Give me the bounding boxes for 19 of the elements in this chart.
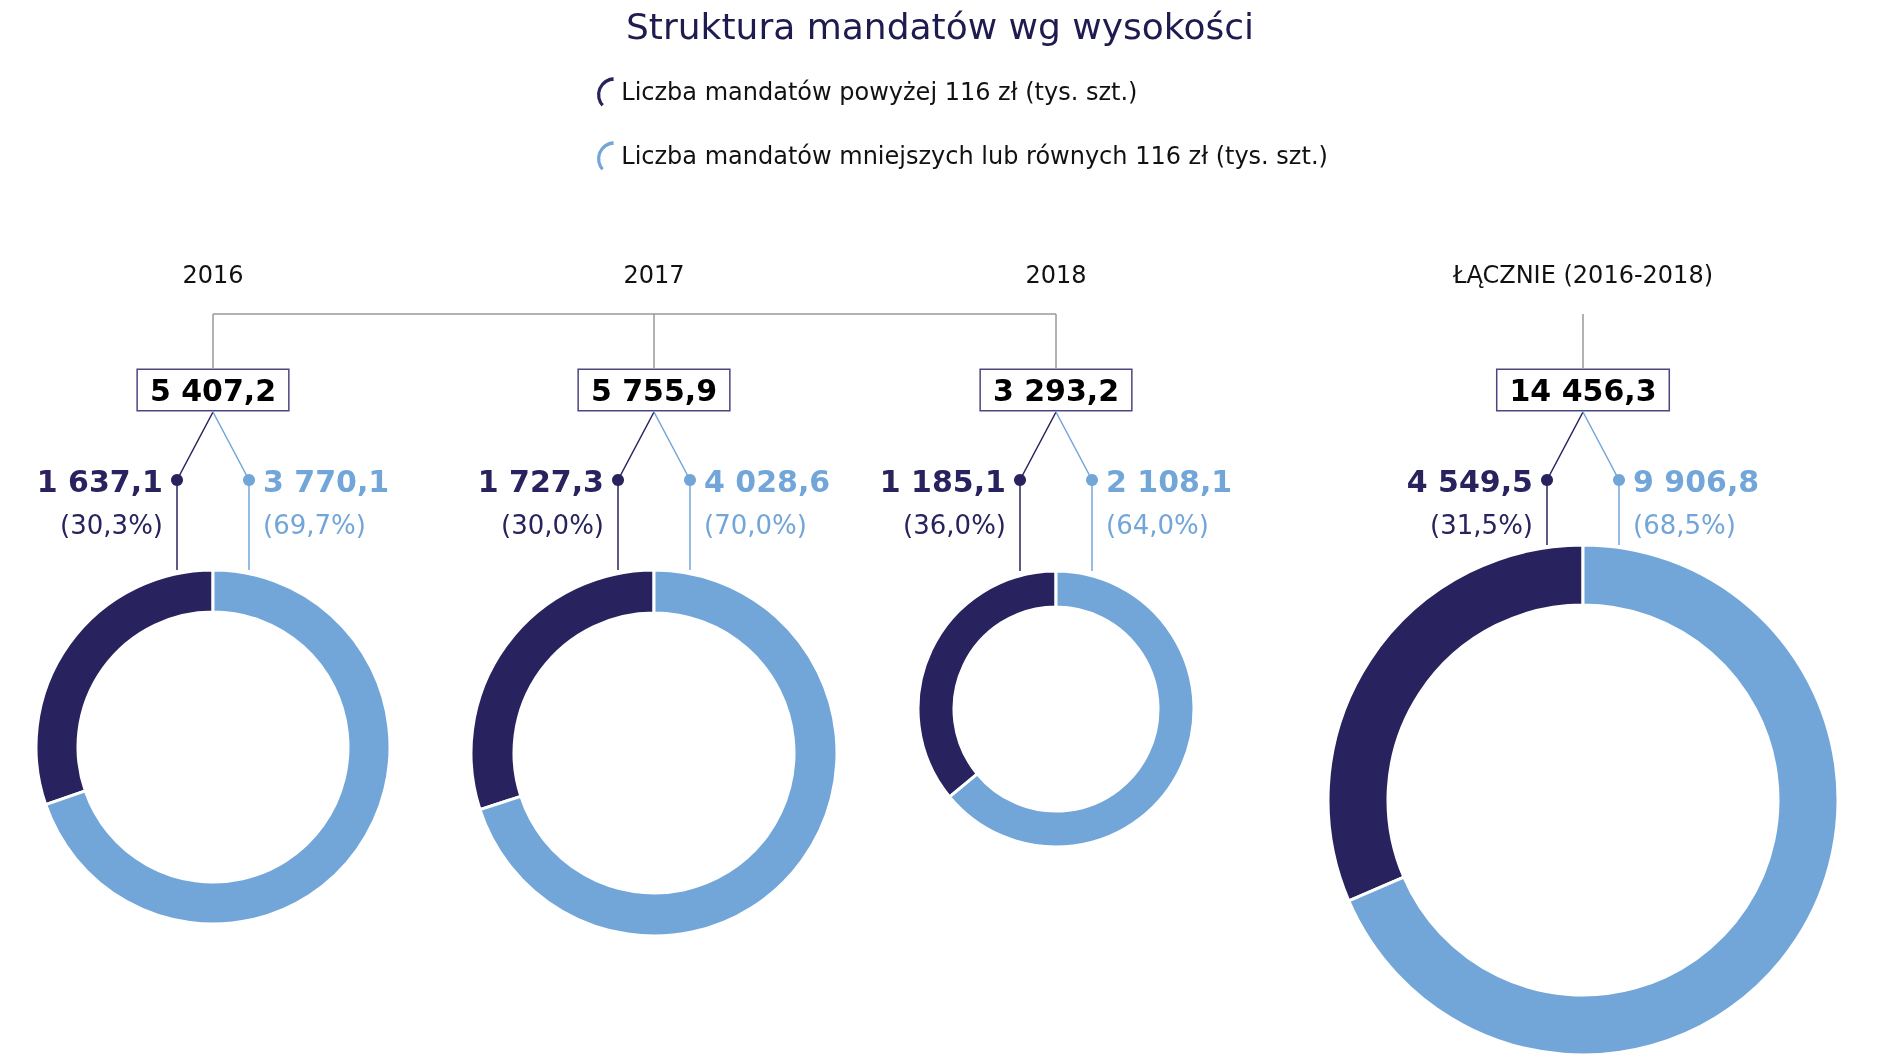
legend-label: Liczba mandatów mniejszych lub równych 116 zł (tys. szt.) [621,142,1328,170]
data-label: 9 906,8 (68,5%) [1633,463,1760,540]
data-label: 3 770,1 (69,7%) [263,463,390,540]
text: 2018 [1025,261,1087,289]
data-label: 4 549,5 (31,5%) [1406,463,1533,540]
data-label: 4 028,6 (70,0%) [704,463,831,540]
text: 14 456,3 [1509,372,1657,408]
text: 5 755,9 [590,372,718,408]
text: 5 407,2 [149,372,277,408]
chart-subtitle: 2016 [182,261,244,289]
data-label: 2 108,1 (64,0%) [1106,463,1233,540]
data-label: 1 637,1 (30,3%) [36,463,163,540]
chart-title: Struktura mandatów wg wysokości [626,5,1254,47]
data-label: 1 727,3 (30,0%) [477,463,604,540]
text: 3 293,2 [992,372,1120,408]
data-label: 1 185,1 (36,0%) [879,463,1006,540]
chart-subtitle: 2017 [623,261,685,289]
chart-subtitle: ŁĄCZNIE (2016-2018) [1451,261,1714,289]
legend-label: Liczba mandatów powyżej 116 zł (tys. szt.) [621,78,1138,106]
